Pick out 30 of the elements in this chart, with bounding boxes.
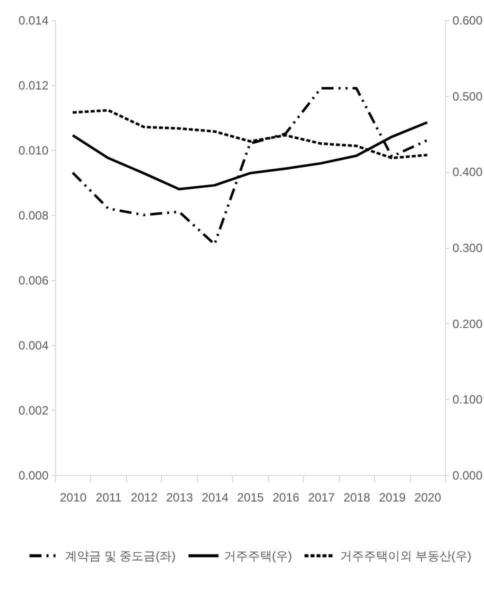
x-tick-label: 2019: [378, 490, 406, 504]
y-tick-label: 0.014: [18, 14, 49, 28]
x-tick-label: 2015: [237, 490, 264, 504]
y2-tick-label: 0.500: [452, 89, 483, 104]
y-tick-label: 0.006: [18, 274, 49, 288]
legend-label: 거주주택이외 부동산(우): [340, 548, 472, 563]
y-tick-label: 0.008: [18, 208, 49, 222]
y-tick-label: 0.004: [18, 338, 49, 352]
y2-tick-label: 0.200: [452, 316, 483, 331]
x-tick-label: 2012: [130, 490, 158, 504]
x-tick-label: 2014: [202, 490, 229, 504]
line-series: [71, 87, 429, 246]
legend-label: 계약금 및 중도금(좌): [65, 548, 176, 563]
y2-tick-label: 0.000: [452, 468, 483, 482]
y-tick-label: 0.002: [18, 404, 49, 418]
y-tick-label: 0.000: [18, 468, 49, 482]
x-tick-label: 2017: [308, 490, 336, 504]
x-tick-label: 2018: [344, 490, 371, 504]
y2-tick-label: 0.400: [452, 165, 483, 180]
y-tick-label: 0.012: [18, 78, 49, 92]
x-tick-label: 2010: [60, 490, 87, 504]
x-tick-label: 2013: [166, 490, 194, 504]
y-tick-label: 0.010: [18, 144, 49, 158]
x-tick-label: 2011: [96, 490, 122, 504]
y2-tick-label: 0.300: [452, 241, 483, 255]
y2-tick-label: 0.600: [452, 14, 483, 28]
x-tick-label: 2020: [414, 490, 442, 504]
y2-tick-label: 0.100: [452, 392, 483, 407]
legend-label: 거주주택(우): [224, 548, 292, 563]
x-tick-label: 2016: [272, 490, 300, 504]
